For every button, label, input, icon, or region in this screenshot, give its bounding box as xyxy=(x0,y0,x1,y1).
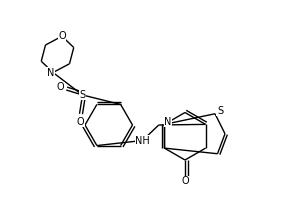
Text: S: S xyxy=(80,90,85,100)
Text: S: S xyxy=(217,106,223,116)
Text: O: O xyxy=(58,31,66,41)
Text: N: N xyxy=(164,117,172,127)
Text: O: O xyxy=(77,117,85,127)
Text: O: O xyxy=(57,82,64,92)
Text: NH: NH xyxy=(135,136,150,146)
Text: O: O xyxy=(181,176,189,186)
Text: N: N xyxy=(47,68,54,77)
